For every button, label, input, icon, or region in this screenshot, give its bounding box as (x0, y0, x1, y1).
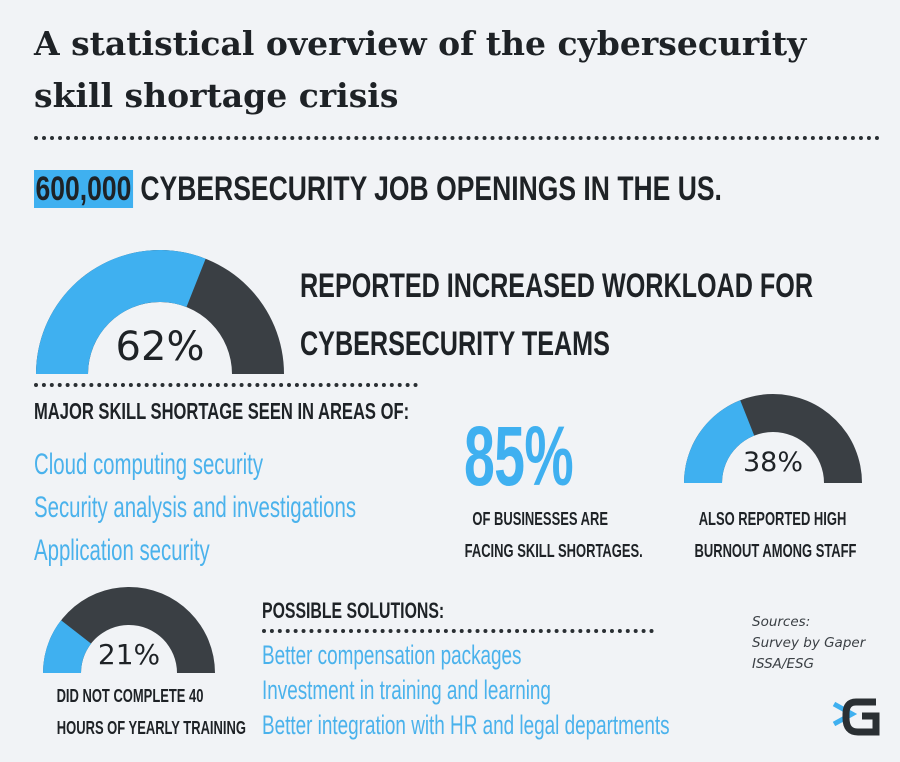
solutions-heading: POSSIBLE SOLUTIONS: (262, 598, 445, 623)
shortage-heading: MAJOR SKILL SHORTAGE SEEN IN AREAS OF: (34, 398, 410, 424)
businesses-line-2: FACING SKILL SHORTAGES. (464, 541, 643, 561)
businesses-caption: OF BUSINESSES ARE FACING SKILL SHORTAGES… (430, 503, 650, 567)
solution-item: Better integration with HR and legal dep… (262, 710, 670, 740)
businesses-percent: 85% (464, 409, 574, 503)
sources-block: Sources: Survey by Gaper ISSA/ESG (752, 612, 865, 675)
solutions-list: Better compensation packages Investment … (262, 638, 844, 743)
burnout-line-1: ALSO REPORTED HIGH (699, 509, 847, 529)
businesses-line-1: OF BUSINESSES ARE (472, 509, 608, 529)
burnout-caption: ALSO REPORTED HIGH BURNOUT AMONG STAFF (663, 503, 883, 567)
title-divider (34, 136, 880, 140)
workload-line-2: CYBERSECURITY TEAMS (300, 325, 610, 363)
training-percent: 21% (97, 638, 161, 671)
shortage-area-list: Cloud computing security Security analys… (34, 443, 508, 572)
burnout-gauge (684, 394, 862, 483)
workload-gauge (36, 250, 284, 374)
solutions-divider (262, 629, 654, 633)
workload-line-1: REPORTED INCREASED WORKLOAD FOR (300, 267, 813, 305)
job-openings-number: 600,000 (34, 170, 133, 208)
training-caption: DID NOT COMPLETE 40 HOURS OF YEARLY TRAI… (20, 680, 246, 744)
solution-item: Better compensation packages (262, 640, 522, 670)
shortage-area-item: Cloud computing security (34, 448, 264, 481)
section-divider (34, 383, 418, 387)
page-title: A statistical overview of the cybersecur… (34, 18, 874, 122)
shortage-area-item: Security analysis and investigations (34, 491, 357, 524)
title-line-2: skill shortage crisis (34, 76, 399, 115)
training-gauge-fill (43, 620, 92, 673)
training-gauge (43, 587, 215, 673)
shortage-area-item: Application security (34, 534, 210, 567)
title-line-1: A statistical overview of the cybersecur… (34, 24, 807, 63)
job-openings-text: CYBERSECURITY JOB OPENINGS IN THE US. (132, 170, 722, 208)
brand-logo-icon (832, 698, 880, 736)
sources-heading: Sources: (752, 614, 811, 630)
solution-item: Investment in training and learning (262, 675, 551, 705)
workload-percent: 62% (115, 324, 205, 370)
burnout-percent: 38% (742, 447, 803, 478)
training-line-2: HOURS OF YEARLY TRAINING (56, 718, 246, 738)
job-openings-headline: 600,000 CYBERSECURITY JOB OPENINGS IN TH… (34, 170, 722, 209)
workload-text: REPORTED INCREASED WORKLOAD FOR CYBERSEC… (300, 257, 813, 373)
burnout-gauge-fill (684, 400, 755, 483)
sources-line: Survey by Gaper (752, 635, 866, 651)
sources-line: ISSA/ESG (752, 656, 814, 672)
burnout-line-2: BURNOUT AMONG STAFF (694, 541, 857, 561)
training-line-1: DID NOT COMPLETE 40 (56, 686, 204, 706)
workload-gauge-fill (36, 250, 206, 374)
